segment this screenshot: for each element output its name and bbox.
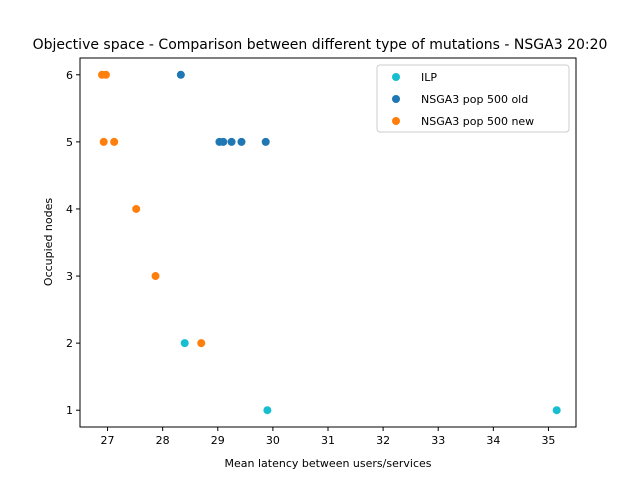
x-tick-label: 33 — [431, 434, 445, 447]
legend-label-1: NSGA3 pop 500 old — [421, 93, 528, 106]
x-tick-label: 32 — [376, 434, 390, 447]
y-tick-label: 1 — [66, 404, 73, 417]
point-series-1 — [176, 70, 185, 79]
legend-marker-0 — [392, 73, 400, 81]
legend-label-2: NSGA3 pop 500 new — [421, 115, 534, 128]
x-tick-label: 29 — [211, 434, 225, 447]
y-tick-label: 3 — [66, 270, 73, 283]
point-series-2 — [101, 70, 110, 79]
legend: ILP NSGA3 pop 500 old NSGA3 pop 500 new — [376, 64, 570, 133]
y-tick-label: 6 — [66, 69, 73, 82]
point-series-2 — [99, 137, 108, 146]
chart-title: Objective space - Comparison between dif… — [33, 37, 608, 53]
x-axis-label: Mean latency between users/services — [225, 457, 432, 470]
legend-marker-2 — [392, 117, 400, 125]
x-tick-label: 30 — [266, 434, 280, 447]
point-series-1 — [219, 137, 228, 146]
y-tick-label: 5 — [66, 136, 73, 149]
point-series-0 — [552, 406, 561, 415]
y-axis-label: Occupied nodes — [42, 198, 55, 286]
point-series-2 — [151, 272, 160, 281]
point-series-2 — [132, 204, 141, 213]
legend-frame — [376, 64, 570, 133]
x-tick-label: 31 — [321, 434, 335, 447]
point-series-1 — [227, 137, 236, 146]
legend-label-0: ILP — [421, 71, 437, 84]
x-tick-label: 34 — [486, 434, 500, 447]
x-tick-label: 28 — [156, 434, 170, 447]
x-tick-label: 35 — [541, 434, 555, 447]
data-points — [98, 70, 561, 415]
point-series-0 — [263, 406, 272, 415]
point-series-1 — [237, 137, 246, 146]
point-series-0 — [180, 339, 189, 348]
y-tick-label: 4 — [66, 203, 73, 216]
point-series-2 — [197, 339, 206, 348]
y-tick-label: 2 — [66, 337, 73, 350]
point-series-2 — [110, 137, 119, 146]
y-axis-ticks: 1 2 3 4 5 6 — [66, 69, 80, 417]
point-series-1 — [261, 137, 270, 146]
x-axis-ticks: 27 28 29 30 31 32 33 34 35 — [101, 427, 555, 447]
legend-marker-1 — [392, 95, 400, 103]
x-tick-label: 27 — [101, 434, 115, 447]
